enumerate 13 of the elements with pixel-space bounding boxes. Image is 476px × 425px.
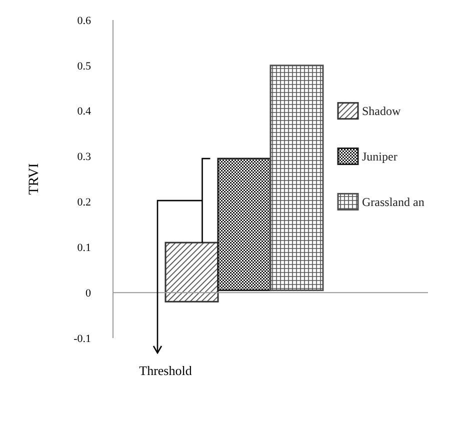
text: Threshold xyxy=(139,363,192,378)
y-tick-label: 0.5 xyxy=(77,60,92,72)
y-tick-label: 0.6 xyxy=(77,14,92,27)
y-tick-label: 0.3 xyxy=(77,151,92,164)
y-tick-label: 0 xyxy=(86,287,92,300)
y-tick-label: -0.1 xyxy=(74,332,91,345)
y-axis-title: TRVI xyxy=(27,162,42,195)
legend-label: Grassland an xyxy=(362,194,424,209)
y-tick-label: 0.1 xyxy=(77,242,91,254)
legend-label: Juniper xyxy=(362,149,398,164)
legend-label: Shadow xyxy=(362,104,401,118)
y-tick-label: 0.4 xyxy=(77,106,92,118)
y-tick-label: 0.2 xyxy=(77,196,91,209)
